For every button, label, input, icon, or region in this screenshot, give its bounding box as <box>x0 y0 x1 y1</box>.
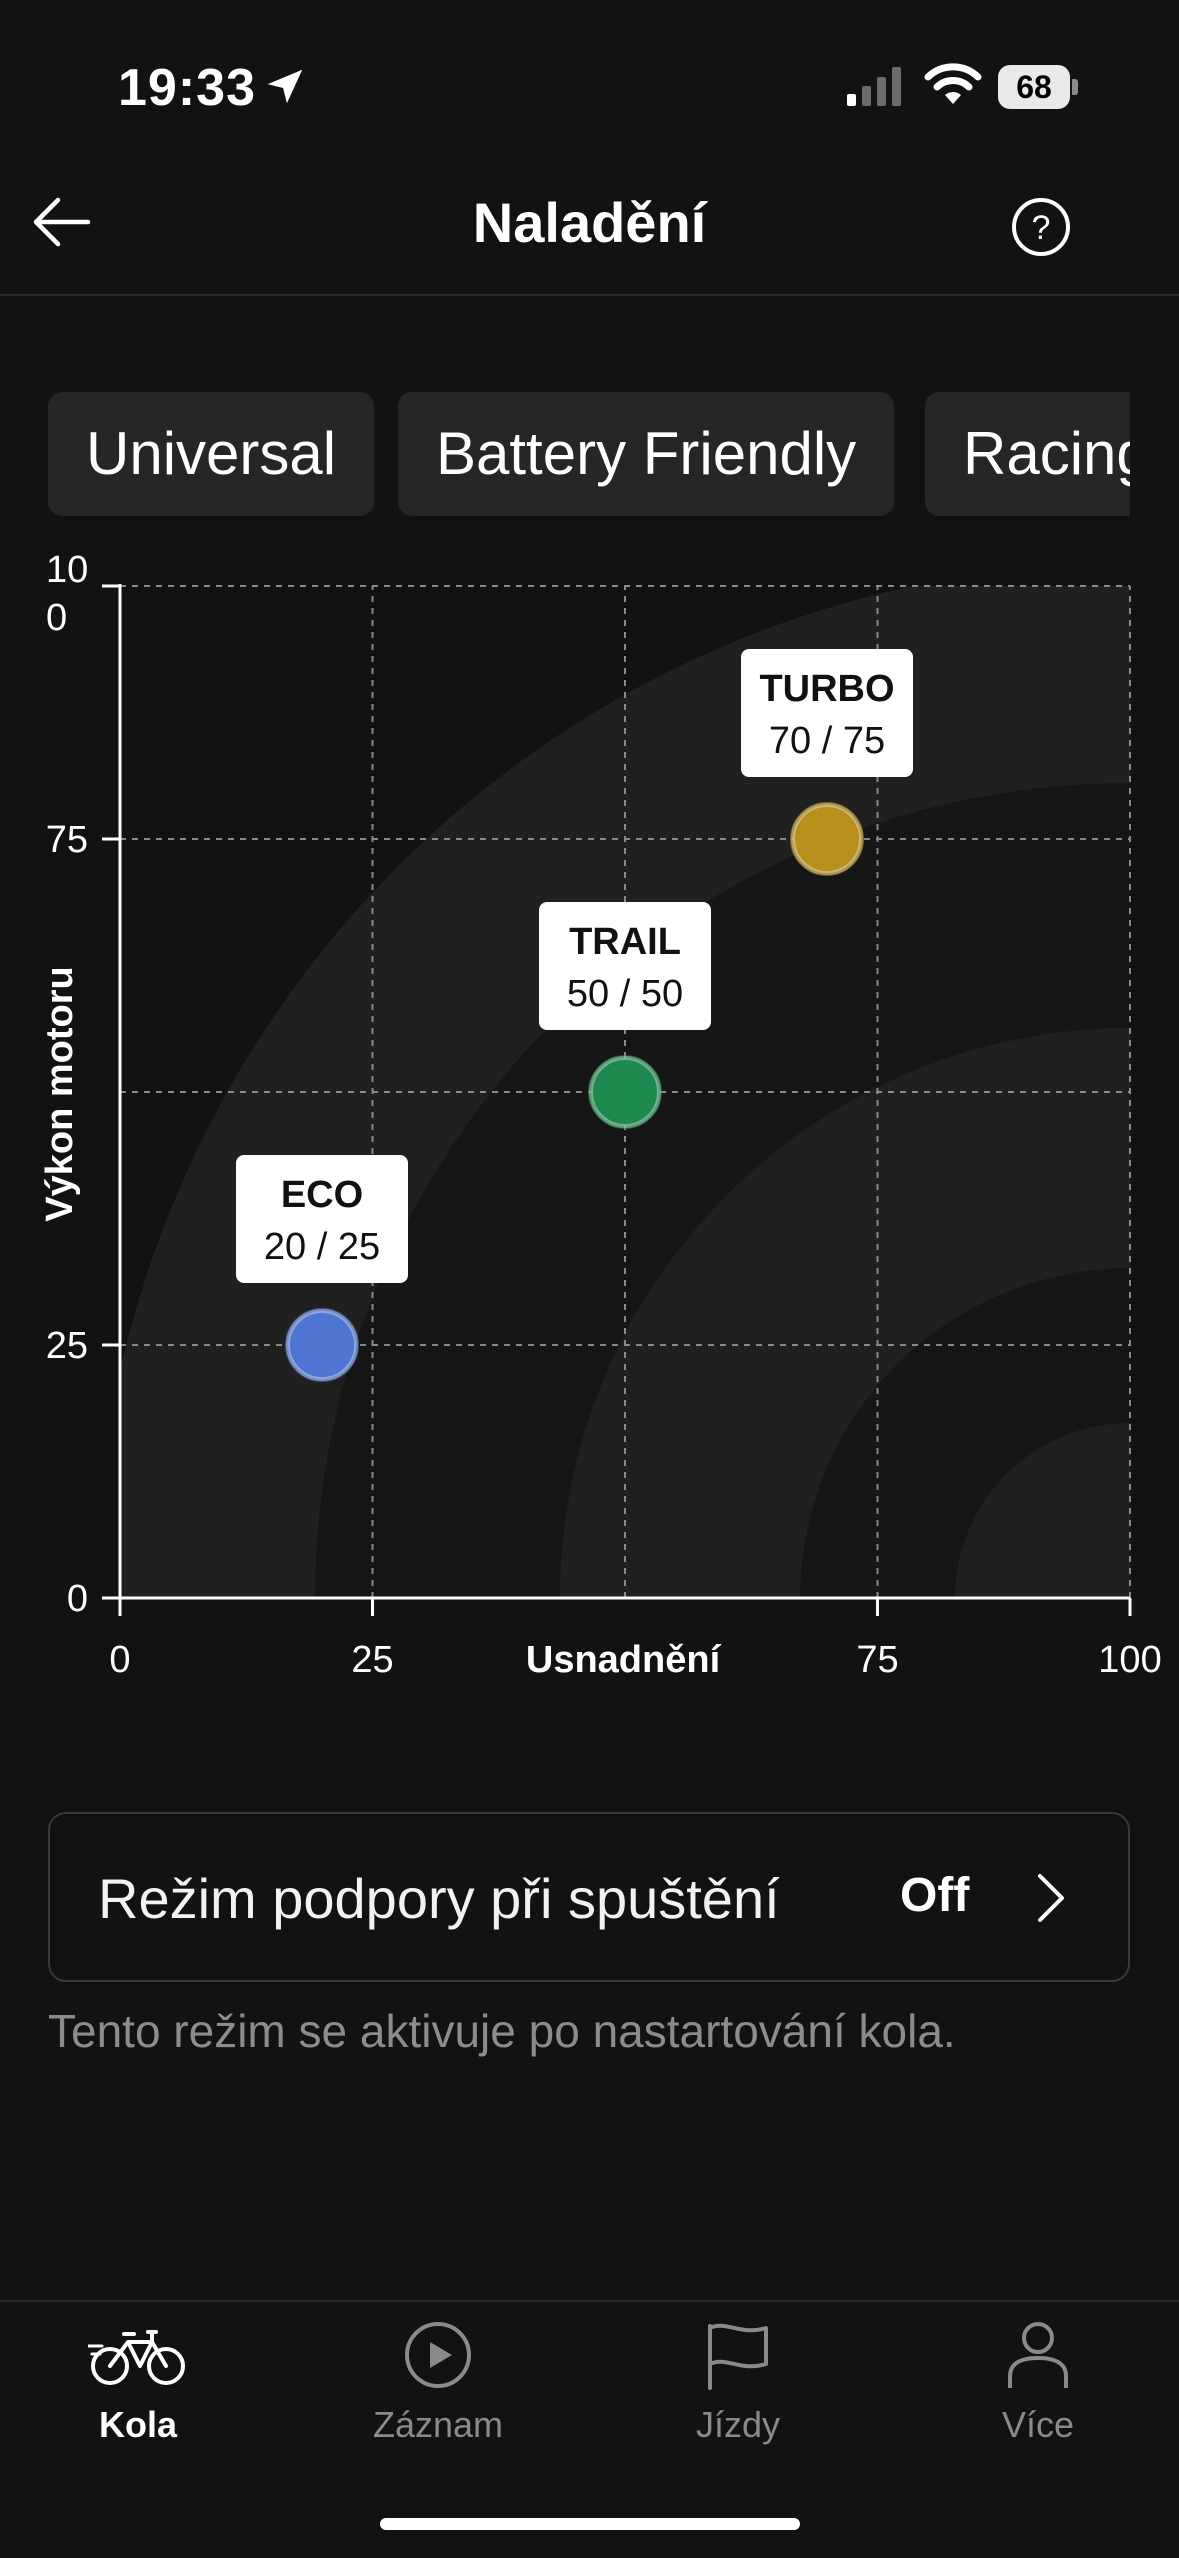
chart-axes <box>118 584 1130 1616</box>
callout-name-turbo: TURBO <box>759 668 894 710</box>
marker-turbo <box>790 802 864 876</box>
point-trail: TRAIL 50 / 50 <box>539 902 711 1129</box>
chip-racing[interactable]: Racing <box>925 392 1130 516</box>
point-eco: ECO 20 / 25 <box>236 1155 408 1382</box>
callout-value-eco: 20 / 25 <box>264 1226 380 1268</box>
bike-icon <box>88 2330 185 2385</box>
tab-zaznam[interactable]: Záznam <box>338 2320 538 2446</box>
home-indicator <box>380 2518 800 2530</box>
tab-label-kola: Kola <box>98 2404 177 2445</box>
y-tick-label-3: 10 0 <box>46 549 88 639</box>
y-tick-label-1: 25 <box>46 1325 88 1367</box>
start-mode-value: Off <box>900 1869 970 1922</box>
marker-eco <box>285 1308 359 1382</box>
x-tick-label-75: 75 <box>856 1639 898 1681</box>
marker-trail <box>588 1055 662 1129</box>
x-tick-label-100: 100 <box>1098 1639 1161 1681</box>
y-tick-label-2: 75 <box>46 819 88 861</box>
start-mode-hint: Tento režim se aktivuje po nastartování … <box>48 2005 956 2057</box>
chart-points: ECO 20 / 25 TRAIL 50 / 50 TURBO 70 / 75 <box>236 649 913 1382</box>
tab-label-jizdy: Jízdy <box>695 2404 781 2445</box>
back-arrow-icon[interactable] <box>28 192 94 252</box>
battery-tip <box>1072 79 1078 95</box>
person-icon <box>1008 2322 1068 2388</box>
callout-value-turbo: 70 / 75 <box>769 720 885 762</box>
marker-ring-turbo <box>791 803 863 875</box>
cellular-signal-icon <box>847 67 901 106</box>
tab-vice[interactable]: Více <box>938 2320 1138 2446</box>
page-title: Naladění <box>472 191 707 254</box>
location-arrow-icon <box>267 69 303 104</box>
callout-box-trail <box>539 902 711 1030</box>
callout-value-trail: 50 / 50 <box>567 973 683 1015</box>
status-time: 19:33 <box>118 59 256 117</box>
callout-box-turbo <box>741 649 913 777</box>
battery-level: 68 <box>998 65 1070 109</box>
point-turbo: TURBO 70 / 75 <box>741 649 913 876</box>
callout-name-trail: TRAIL <box>569 921 681 963</box>
chart-background-bands <box>120 586 1130 1598</box>
play-icon <box>405 2322 471 2388</box>
tab-label-zaznam: Záznam <box>372 2404 504 2445</box>
marker-ring-eco <box>286 1309 358 1381</box>
tab-jizdy[interactable]: Jízdy <box>638 2320 838 2446</box>
y-axis-label: Výkon motoru <box>39 966 81 1221</box>
battery-indicator: 68 <box>998 65 1080 109</box>
help-icon[interactable]: ? <box>1010 196 1072 258</box>
callout-box-eco <box>236 1155 408 1283</box>
chart-ticks: 0 25 75 100 0 25 75 10 0 <box>46 549 1162 1681</box>
marker-ring-trail <box>589 1056 661 1128</box>
preset-chips: Universal Battery Friendly Racing <box>48 392 1130 516</box>
tab-bar <box>0 2300 1179 2558</box>
status-bar: 19:33 68 <box>0 0 1179 170</box>
tab-label-vice: Více <box>1001 2404 1075 2445</box>
svg-text:?: ? <box>1032 209 1051 247</box>
x-tick-label-0: 0 <box>109 1639 130 1681</box>
navigation-bar <box>0 170 1179 296</box>
tab-kola[interactable]: Kola <box>38 2320 238 2446</box>
chip-universal[interactable]: Universal <box>48 392 375 516</box>
wifi-icon <box>924 63 982 104</box>
y-tick-label-0: 0 <box>67 1578 88 1620</box>
chevron-right-icon <box>1038 1874 1064 1922</box>
callout-name-eco: ECO <box>281 1174 363 1216</box>
x-tick-label-25: 25 <box>351 1639 393 1681</box>
x-axis-label: Usnadnění <box>526 1639 722 1681</box>
chip-battery-friendly[interactable]: Battery Friendly <box>398 392 895 516</box>
flag-icon <box>708 2323 768 2390</box>
start-mode-label: Režim podpory při spuštění <box>98 1867 780 1930</box>
start-mode-row[interactable]: Režim podpory při spuštění Off <box>48 1812 1130 1982</box>
